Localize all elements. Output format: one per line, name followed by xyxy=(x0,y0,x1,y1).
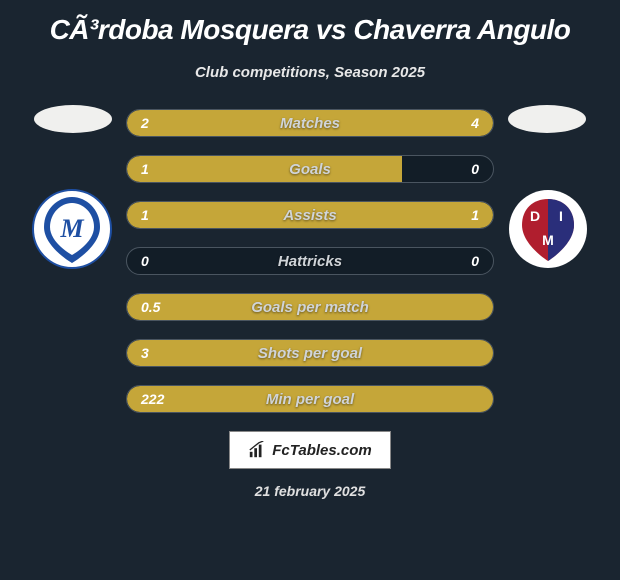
svg-text:M: M xyxy=(542,232,554,248)
svg-text:M: M xyxy=(59,214,84,243)
stat-value-right xyxy=(465,294,493,320)
stat-row: 1Goals0 xyxy=(126,155,494,183)
club-badge-right: D I M xyxy=(508,189,588,269)
comparison-area: M 2Matches41Goals01Assists10Hattricks00.… xyxy=(0,109,620,413)
player-photo-placeholder-right xyxy=(508,105,586,133)
stat-value-right xyxy=(465,386,493,412)
stat-row: 2Matches4 xyxy=(126,109,494,137)
stat-label: Matches xyxy=(127,110,493,136)
svg-text:D: D xyxy=(530,208,540,224)
club-badge-left: M xyxy=(32,189,112,269)
stat-value-right: 1 xyxy=(457,202,493,228)
stat-row: 3Shots per goal xyxy=(126,339,494,367)
svg-text:I: I xyxy=(559,208,563,224)
stat-row: 0Hattricks0 xyxy=(126,247,494,275)
millonarios-crest-icon: M xyxy=(32,189,112,269)
stat-value-right: 0 xyxy=(457,156,493,182)
page-title: CÃ³rdoba Mosquera vs Chaverra Angulo xyxy=(50,14,571,46)
stat-value-right: 0 xyxy=(457,248,493,274)
stat-value-right xyxy=(465,340,493,366)
stat-row: 222Min per goal xyxy=(126,385,494,413)
stat-row: 1Assists1 xyxy=(126,201,494,229)
brand-badge[interactable]: FcTables.com xyxy=(229,431,390,469)
stat-label: Min per goal xyxy=(127,386,493,412)
stat-label: Goals xyxy=(127,156,493,182)
brand-text: FcTables.com xyxy=(272,442,371,459)
chart-icon xyxy=(248,441,266,459)
stat-value-right: 4 xyxy=(457,110,493,136)
footer-date: 21 february 2025 xyxy=(255,483,366,499)
stat-label: Hattricks xyxy=(127,248,493,274)
stat-row: 0.5Goals per match xyxy=(126,293,494,321)
dim-crest-icon: D I M xyxy=(508,189,588,269)
stat-label: Goals per match xyxy=(127,294,493,320)
player-photo-placeholder-left xyxy=(34,105,112,133)
left-player-column: M xyxy=(0,109,120,269)
stat-label: Assists xyxy=(127,202,493,228)
page-subtitle: Club competitions, Season 2025 xyxy=(195,64,425,81)
right-player-column: D I M xyxy=(500,109,620,269)
stats-column: 2Matches41Goals01Assists10Hattricks00.5G… xyxy=(120,109,500,413)
stat-label: Shots per goal xyxy=(127,340,493,366)
